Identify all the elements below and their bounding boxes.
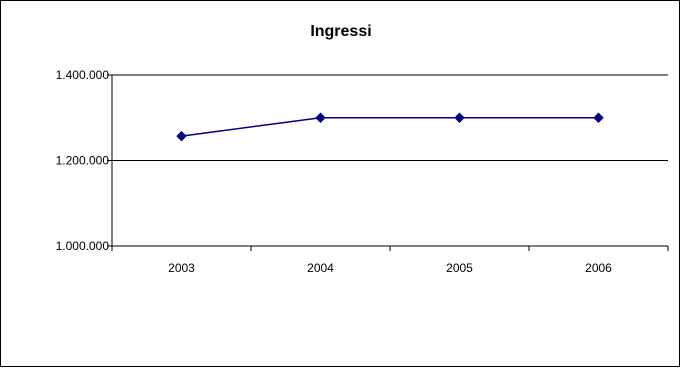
- axes: [107, 74, 669, 251]
- data-point-marker: [176, 130, 187, 142]
- chart-title: Ingressi: [310, 23, 371, 40]
- x-tick-label: 2005: [446, 261, 473, 275]
- y-tick-label: 1.200.000: [56, 154, 110, 168]
- tick-labels: 1.000.000 1.200.000 1.400.000 2003 2004 2005 2…: [56, 68, 613, 275]
- series-layer: [176, 112, 604, 142]
- data-point-marker: [315, 112, 326, 123]
- x-tick-label: 2003: [168, 261, 195, 275]
- y-tick-label: 1.400.000: [56, 68, 110, 82]
- series-line: [181, 117, 599, 137]
- data-point-marker: [454, 112, 465, 123]
- y-tick-label: 1.000.000: [56, 239, 110, 253]
- x-tick-label: 2006: [585, 261, 612, 275]
- x-tick-label: 2004: [307, 261, 334, 275]
- gridlines: [112, 74, 668, 161]
- data-point-marker: [593, 112, 604, 123]
